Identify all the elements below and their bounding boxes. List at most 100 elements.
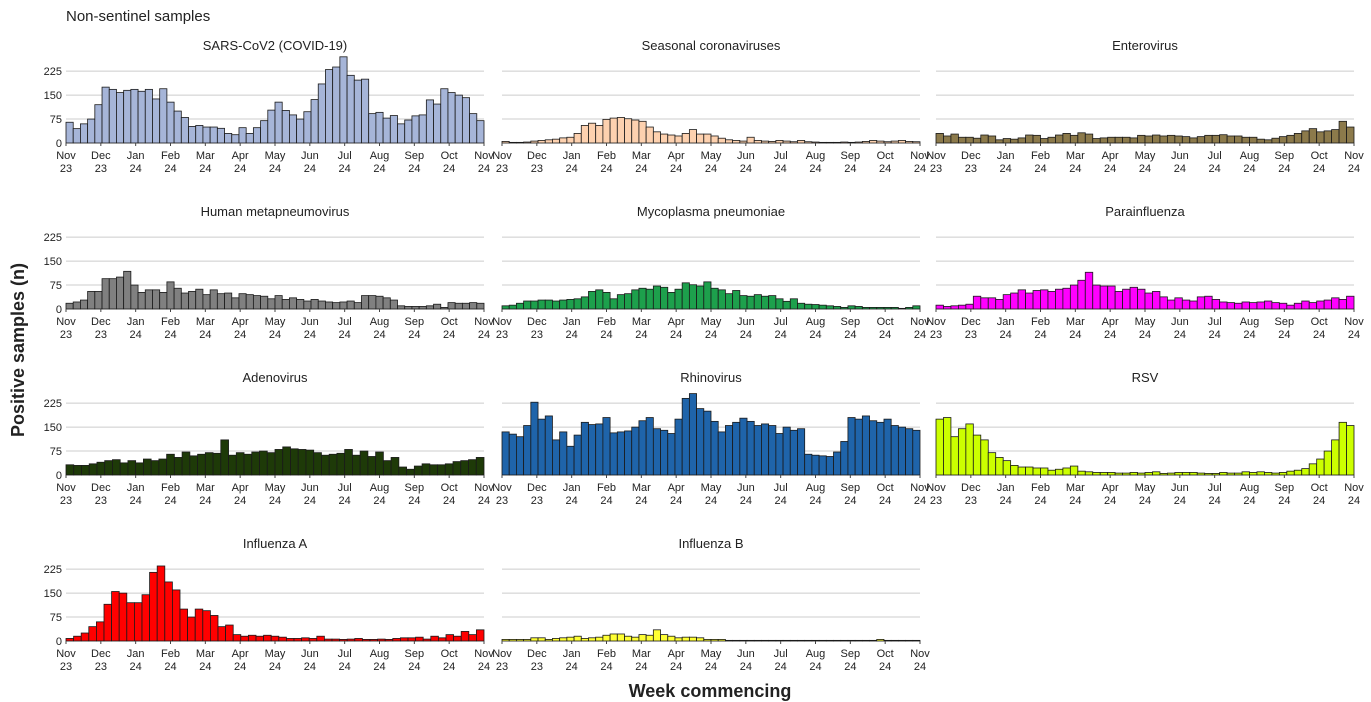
bar	[1137, 134, 1146, 144]
bar	[195, 288, 204, 310]
bar	[667, 134, 676, 144]
x-tick-year: 24	[408, 495, 420, 507]
bar	[305, 449, 315, 476]
bar	[94, 104, 103, 144]
bar	[782, 140, 791, 144]
bar	[293, 638, 302, 642]
bar	[739, 639, 748, 642]
x-tick-year: 24	[443, 329, 455, 341]
bar	[638, 634, 647, 642]
x-tick-month: Nov	[1344, 482, 1364, 494]
bar	[1040, 467, 1049, 476]
bar	[447, 92, 456, 144]
bar	[1226, 302, 1235, 310]
bar	[94, 291, 103, 310]
x-tick-month: Aug	[806, 150, 826, 162]
panel-title: Mycoplasma pneumoniae	[637, 204, 785, 219]
bar	[397, 123, 406, 144]
bar	[775, 639, 784, 642]
bar	[267, 298, 276, 310]
bar	[645, 417, 654, 476]
x-tick-year: 23	[965, 163, 977, 175]
bar	[202, 610, 211, 642]
x-tick-year: 24	[600, 329, 612, 341]
y-tick-label: 150	[44, 256, 62, 268]
bar	[861, 307, 870, 310]
bar	[688, 393, 697, 476]
bar	[1293, 302, 1303, 310]
x-tick-month: Nov	[56, 648, 76, 660]
bar	[782, 426, 791, 476]
bar	[1152, 471, 1161, 476]
x-tick-month: Apr	[1102, 150, 1119, 162]
bar	[987, 297, 997, 310]
bar	[1077, 470, 1086, 476]
bar	[418, 114, 427, 144]
x-tick-month: Dec	[961, 316, 981, 328]
bar	[224, 133, 233, 144]
bar	[573, 434, 582, 476]
bar	[674, 135, 683, 144]
x-tick-year: 24	[269, 329, 281, 341]
bar	[173, 110, 182, 144]
bar	[1047, 291, 1056, 310]
bar	[972, 434, 982, 476]
x-tick-month: Jan	[997, 316, 1015, 328]
bar	[818, 141, 827, 144]
bar	[890, 425, 899, 476]
bar	[681, 133, 690, 144]
bar	[890, 140, 899, 144]
x-tick-year: 24	[373, 329, 385, 341]
x-tick-year: 24	[130, 329, 142, 341]
x-tick-year: 24	[879, 661, 891, 673]
bar	[469, 302, 478, 310]
bar	[1152, 134, 1161, 144]
bar	[987, 135, 997, 144]
bar	[972, 137, 982, 144]
x-tick-year: 24	[408, 329, 420, 341]
x-tick-year: 24	[304, 661, 316, 673]
y-tick-label: 0	[56, 138, 62, 150]
bar	[833, 306, 842, 310]
bar	[804, 453, 813, 476]
bar	[660, 286, 669, 310]
bar	[1301, 468, 1310, 476]
x-tick-year: 24	[775, 329, 787, 341]
bar	[1219, 301, 1228, 310]
panel-title: Rhinovirus	[680, 370, 742, 385]
bar	[433, 303, 442, 310]
bar	[368, 113, 377, 144]
bar	[425, 99, 434, 144]
panel-title: Parainfluenza	[1105, 204, 1185, 219]
x-tick-year: 23	[60, 661, 72, 673]
bar	[399, 637, 409, 642]
bar	[375, 111, 384, 144]
bar	[331, 638, 340, 642]
bar	[1211, 134, 1221, 144]
bar	[123, 89, 132, 144]
x-tick-month: Mar	[196, 648, 215, 660]
bar	[118, 592, 128, 642]
x-tick-year: 24	[1278, 495, 1290, 507]
x-tick-month: Sep	[405, 482, 425, 494]
bar	[688, 284, 697, 310]
bar	[123, 270, 132, 310]
bar	[559, 637, 568, 642]
bar	[1278, 472, 1288, 476]
x-tick-month: Jul	[774, 482, 788, 494]
x-tick-month: Jul	[774, 150, 788, 162]
bar	[389, 115, 398, 144]
bar	[1196, 296, 1206, 310]
bar	[950, 133, 959, 144]
bar	[1137, 472, 1146, 476]
bar	[375, 451, 384, 476]
bar	[710, 420, 719, 476]
x-tick-month: Feb	[1031, 316, 1050, 328]
x-tick-month: Feb	[597, 648, 616, 660]
bar	[833, 639, 842, 642]
bar	[1323, 450, 1333, 476]
x-tick-year: 23	[60, 163, 72, 175]
x-tick-month: Jun	[301, 482, 319, 494]
x-tick-month: Jan	[563, 482, 581, 494]
bar	[316, 635, 325, 642]
